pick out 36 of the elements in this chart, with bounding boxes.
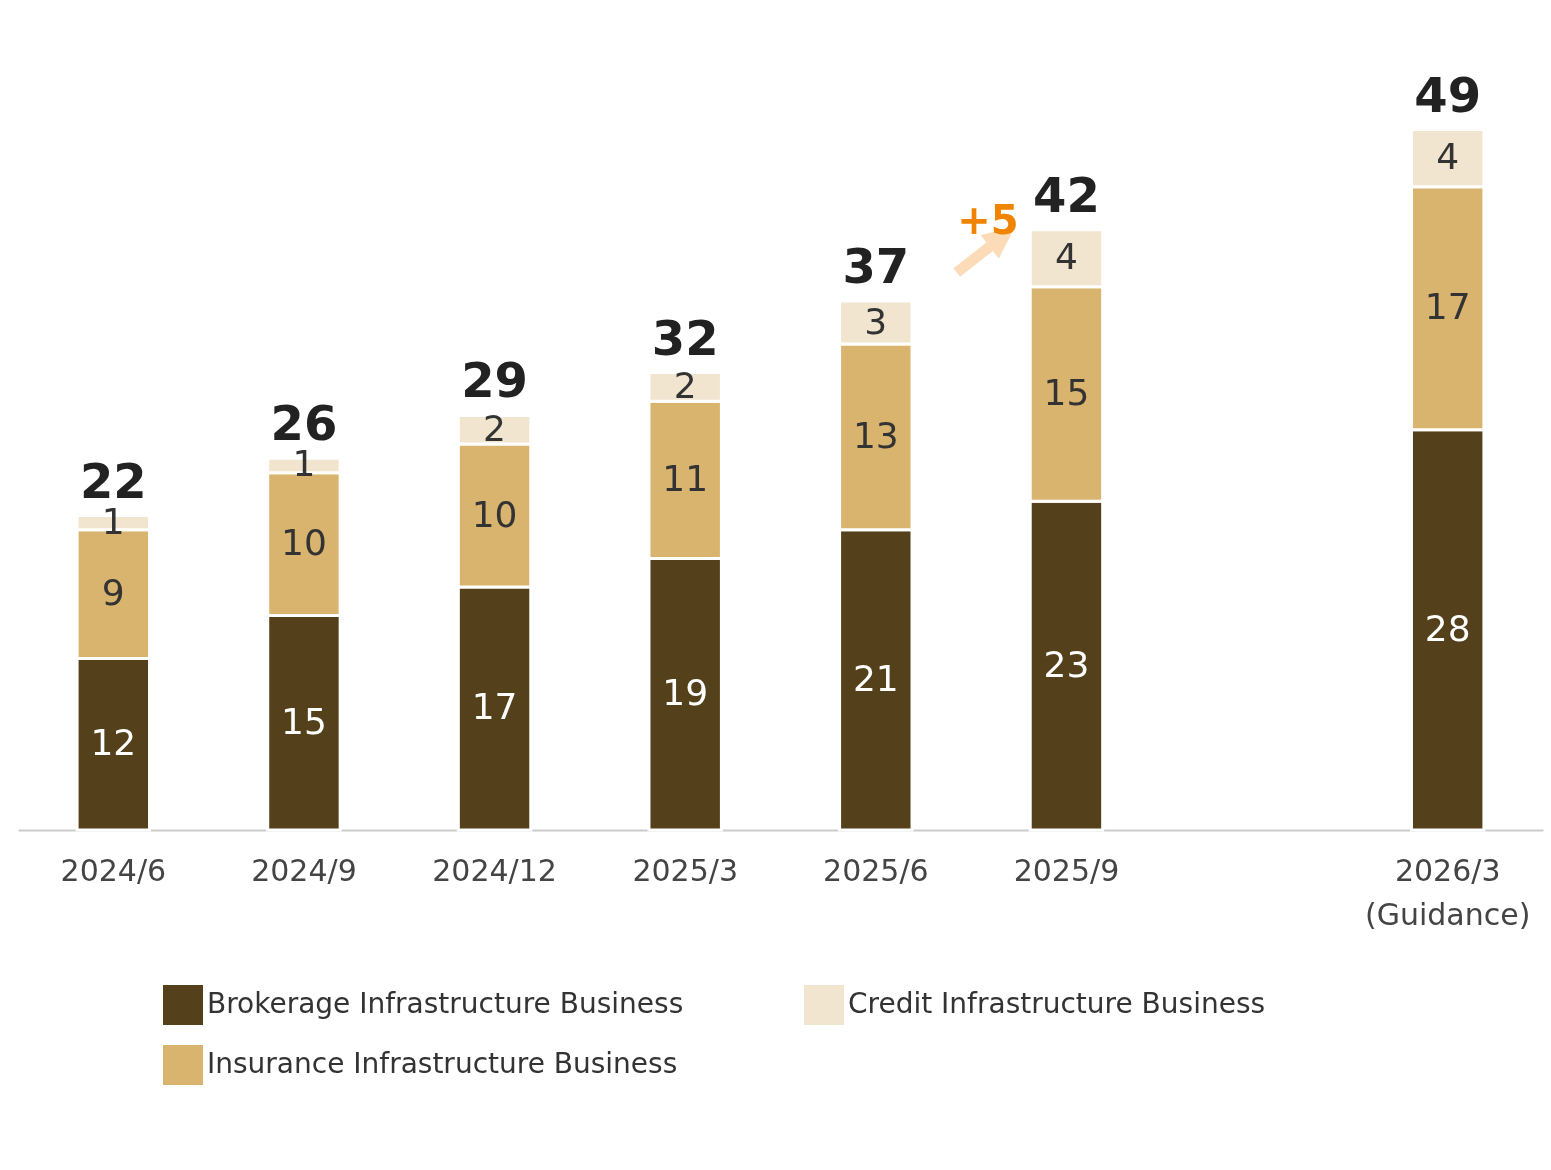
x-tick-label: 2024/12 bbox=[432, 852, 557, 888]
data-label: 17 bbox=[1424, 286, 1471, 328]
legend-label: Insurance Infrastructure Business bbox=[207, 1047, 678, 1080]
legend-label: Credit Infrastructure Business bbox=[848, 987, 1266, 1020]
total-label: 42 bbox=[1033, 166, 1100, 223]
x-tick-label: 2026/3 (Guidance) bbox=[1364, 852, 1531, 932]
x-tick-label: 2024/9 bbox=[251, 852, 357, 888]
x-tick-label: 2025/6 bbox=[823, 852, 929, 888]
x-tick-label: 2024/6 bbox=[60, 852, 167, 888]
data-label: 2 bbox=[483, 407, 507, 449]
data-label: 23 bbox=[1043, 643, 1090, 685]
data-label: 15 bbox=[1043, 372, 1090, 414]
data-label: 15 bbox=[281, 700, 327, 742]
data-label: 2 bbox=[673, 364, 697, 406]
data-label: 19 bbox=[662, 672, 709, 714]
total-label: 29 bbox=[461, 352, 528, 409]
data-label: 21 bbox=[852, 657, 899, 699]
data-label: 10 bbox=[281, 522, 327, 564]
data-label: 12 bbox=[90, 722, 137, 764]
total-label: 32 bbox=[651, 309, 719, 366]
legend-label: Brokerage Infrastructure Business bbox=[207, 987, 684, 1020]
data-label: 4 bbox=[1054, 236, 1078, 278]
x-tick-label: 2025/9 bbox=[1013, 852, 1120, 888]
data-label: 1 bbox=[292, 443, 316, 485]
x-tick-label: 2025/3 bbox=[632, 852, 738, 888]
data-label: 4 bbox=[1436, 136, 1460, 178]
annotation: +5 bbox=[957, 197, 1019, 243]
data-label: 11 bbox=[662, 457, 709, 499]
data-label: 28 bbox=[1424, 607, 1471, 649]
data-label: 17 bbox=[471, 686, 518, 728]
total-label: 37 bbox=[842, 238, 910, 295]
data-label: 3 bbox=[864, 300, 888, 342]
data-label: 10 bbox=[471, 493, 518, 535]
data-label: 13 bbox=[852, 414, 899, 456]
data-label: 9 bbox=[101, 572, 125, 614]
total-label: 49 bbox=[1414, 66, 1482, 123]
